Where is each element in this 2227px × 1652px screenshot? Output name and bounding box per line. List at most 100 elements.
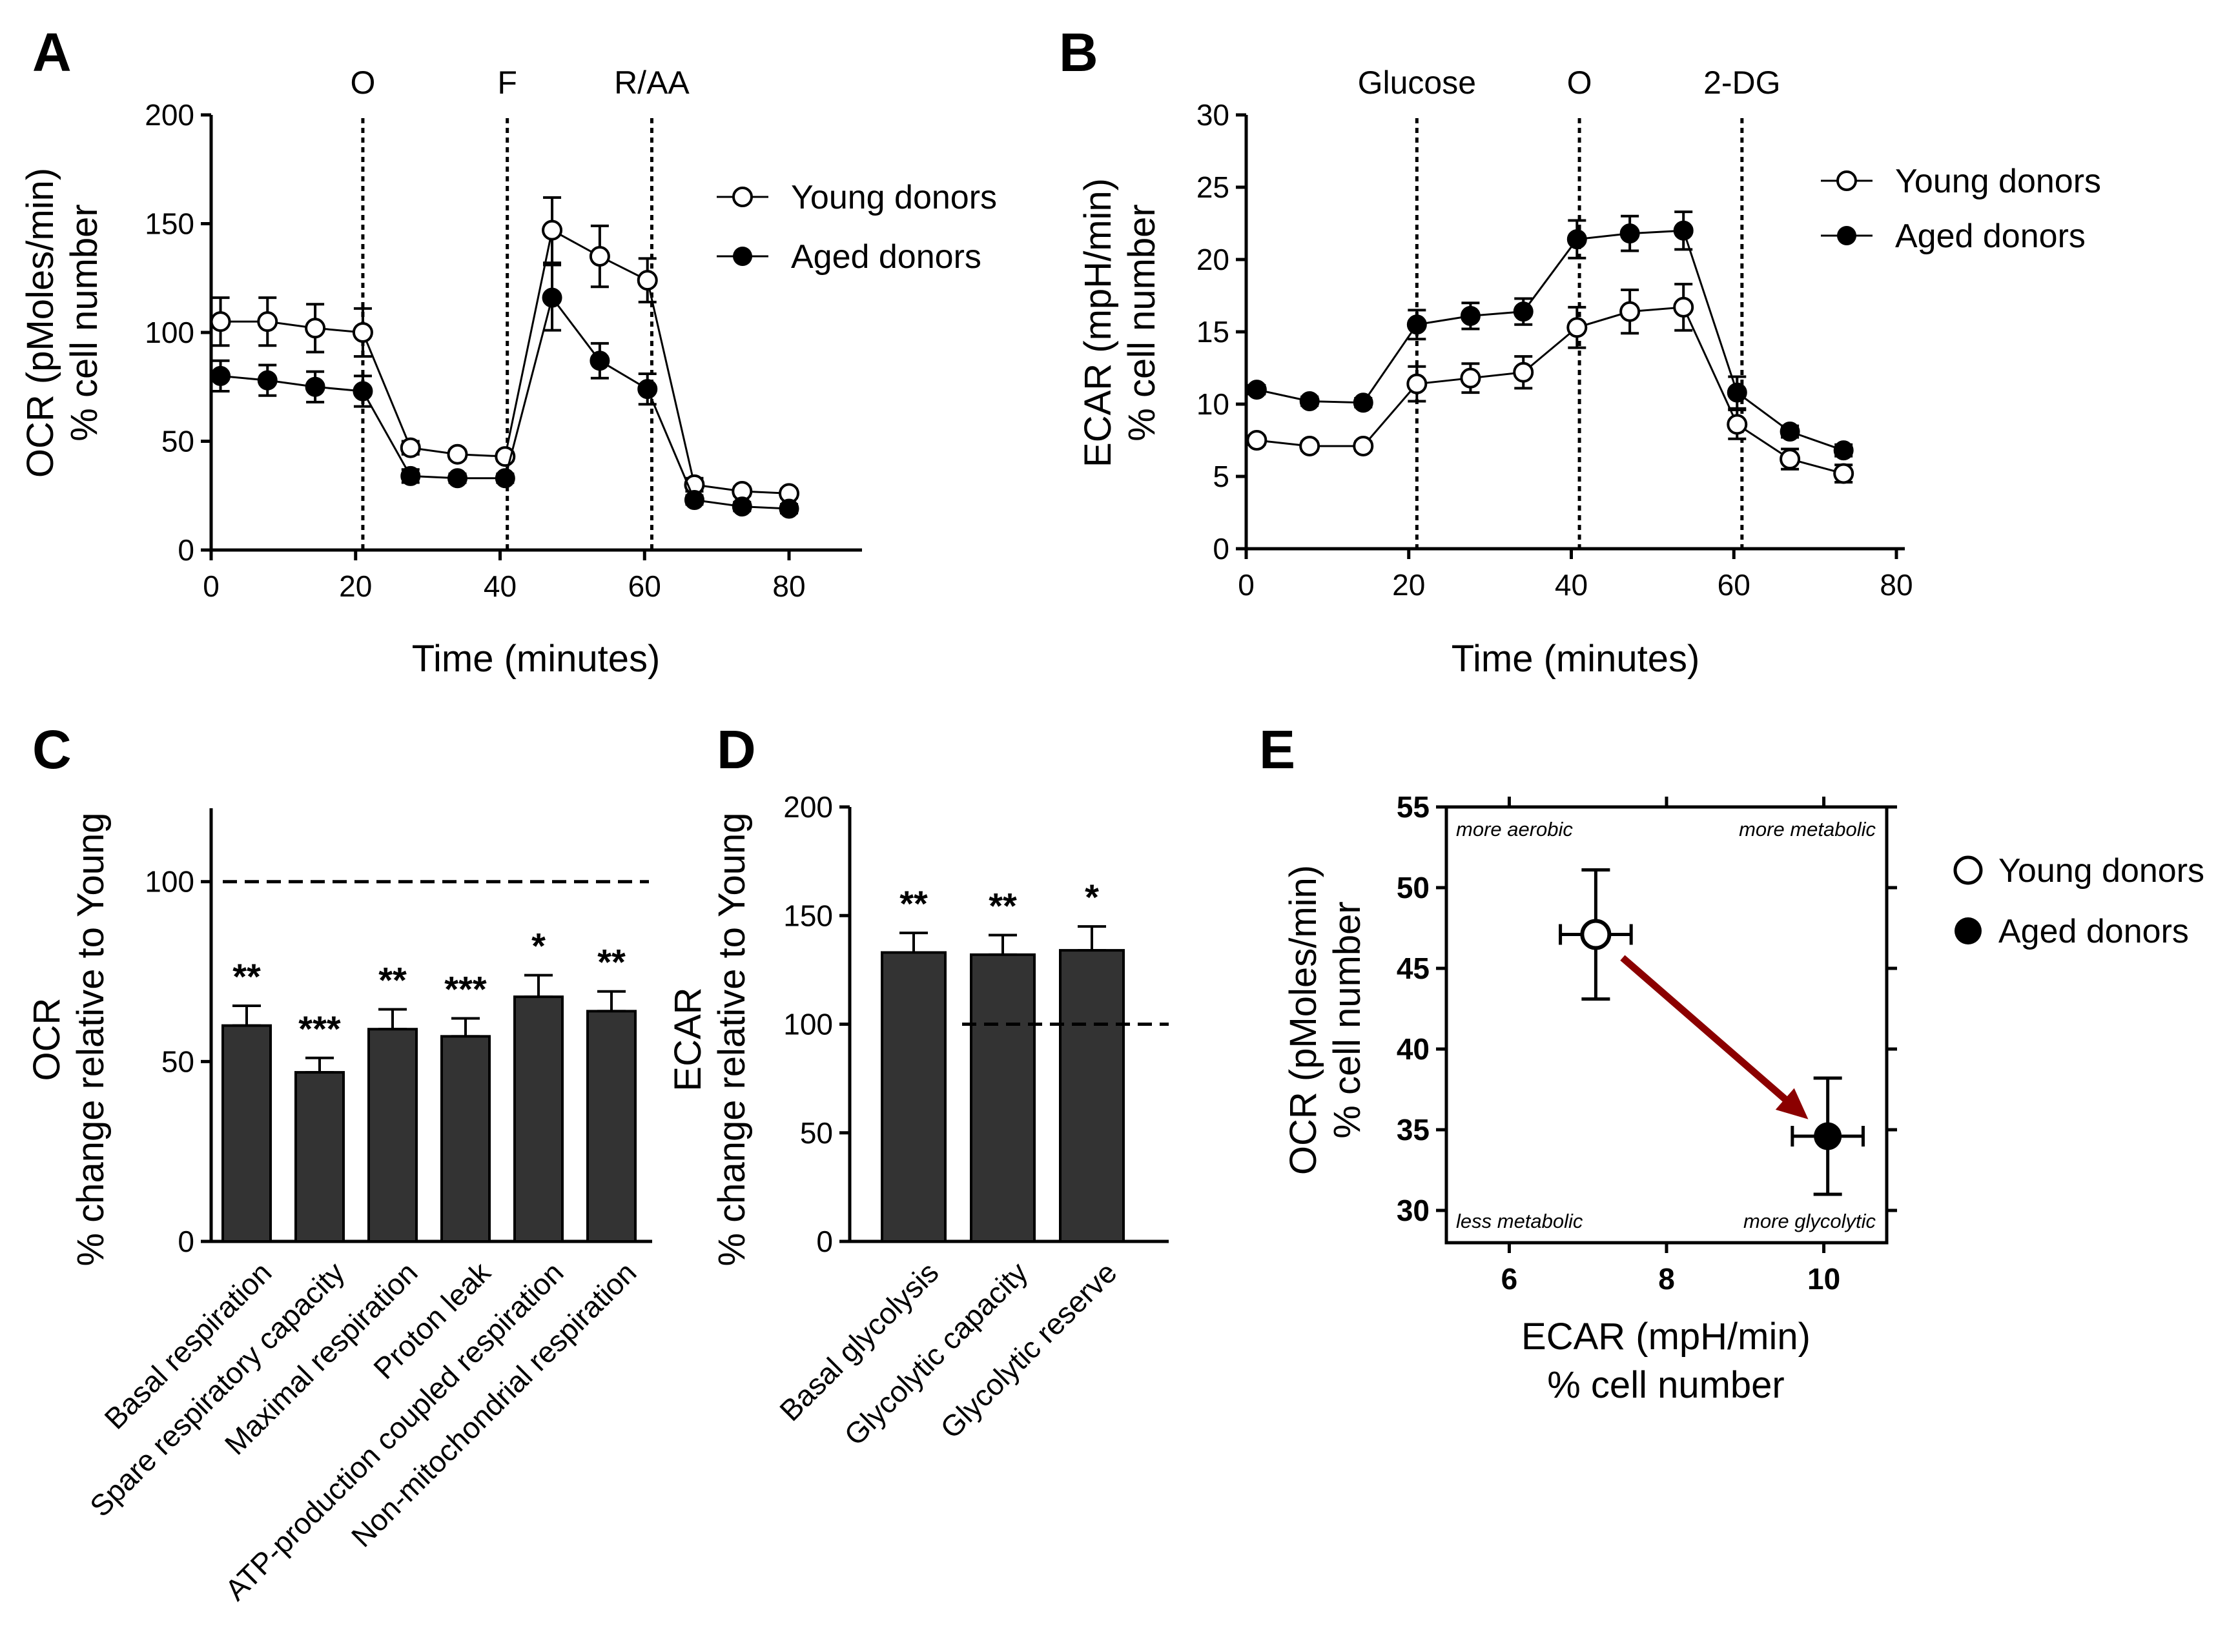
panel-c-y-tick-label: 100 (145, 865, 194, 899)
panel-a-aged-donors-point (257, 370, 278, 391)
panel-b-y-axis-label-line2: % cell number (1121, 204, 1163, 441)
panel-label-d: D (717, 719, 756, 780)
panel-b-ecar-time-course: 0 5 10 15 20 25 30 0 20 40 60 80 Glucose O 2-DG Time … (1077, 65, 2101, 680)
panel-b-young-donors-point (1673, 296, 1694, 318)
panel-b-legend: Young donors Aged donors (1821, 163, 2101, 255)
panel-d-y-tick-label: 50 (800, 1116, 833, 1150)
panel-b-y-tick-label: 15 (1196, 315, 1229, 349)
panel-b-legend-young-marker (1836, 170, 1857, 191)
panel-a-x-tick-label: 40 (484, 569, 517, 603)
panel-d-significance-glycolytic-capacity: ** (989, 886, 1017, 926)
panel-b-aged-donors-point (1513, 301, 1534, 322)
panel-b-young-donors-point (1780, 449, 1801, 470)
panel-e-quadrant-top-right: more metabolic (1739, 818, 1876, 841)
panel-d-bar-glycolytic-reserve (1059, 949, 1125, 1243)
panel-d-significance-glycolytic-reserve: * (1085, 877, 1099, 917)
panel-a-y-tick-label: 150 (145, 207, 194, 241)
panel-b-injection-label-2-dg: 2-DG (1703, 65, 1780, 101)
panel-a-legend-aged-label: Aged donors (791, 238, 981, 276)
panel-b-aged-donors-point (1406, 314, 1427, 335)
panel-a-young-donors-point (400, 437, 421, 458)
panel-b-aged-donors-line (1257, 229, 1844, 452)
panel-a-aged-donors-point (400, 465, 421, 486)
panel-a-x-axis-label: Time (minutes) (412, 638, 661, 680)
panel-e-quadrant-top-left: more aerobic (1456, 818, 1573, 841)
panel-b-aged-donors-point (1299, 391, 1320, 412)
panel-e-y-tick-label: 45 (1397, 952, 1430, 985)
panel-a-aged-donors-point (210, 365, 231, 386)
panel-a-young-donors-point (542, 219, 563, 241)
panel-d-y-tick-label: 150 (783, 899, 833, 932)
panel-c-bar-spare-respiratory-capacity (294, 1071, 345, 1243)
panel-b-young-donors-point (1833, 463, 1854, 484)
panel-d-category-label-basal-glycolysis: Basal glycolysis (773, 1256, 945, 1427)
panel-e-y-tick-label: 30 (1397, 1194, 1430, 1227)
panel-a-young-donors-point (447, 444, 468, 465)
panel-d-y-tick-label: 200 (783, 790, 833, 824)
panel-a-legend-young-marker (732, 187, 753, 207)
panel-label-b: B (1059, 22, 1098, 83)
panel-a-aged-donors-point (447, 468, 467, 489)
panel-c-bar-atp-production-coupled-respiration (513, 995, 564, 1243)
panel-c-significance-non-mitochondrial-respiration: ** (597, 942, 626, 983)
panel-a-young-donors-point (637, 270, 658, 291)
panel-a-young-donors-point (589, 246, 610, 267)
panel-b-x-tick-label: 0 (1238, 568, 1255, 602)
panel-e-plot-frame (1444, 805, 1889, 1245)
panel-c-significance-maximal-respiration: ** (378, 960, 407, 1001)
panel-d-bar-basal-glycolysis (881, 951, 947, 1243)
panel-c-bar-non-mitochondrial-respiration (586, 1010, 637, 1243)
panel-c-significance-spare-respiratory-capacity: *** (298, 1008, 341, 1049)
panel-c-y-tick-label: 0 (178, 1225, 194, 1258)
panel-a-y-tick-label: 0 (178, 533, 194, 567)
panel-a-x-tick-label: 0 (203, 569, 220, 603)
panel-e-x-axis-label-line2: % cell number (1547, 1364, 1784, 1406)
panel-label-e: E (1259, 719, 1295, 780)
panel-label-a: A (32, 22, 72, 83)
panel-b-aged-donors-point (1673, 220, 1694, 241)
panel-e-y-axis-label-line1: OCR (pMoles/min) (1282, 865, 1324, 1175)
panel-e-shift-arrow-head (1775, 1088, 1809, 1119)
panel-e-aged-donors-point (1814, 1122, 1842, 1150)
panel-a-aged-donors-point (732, 496, 752, 517)
panel-e-young-donors-point (1580, 919, 1612, 950)
panel-b-x-tick-label: 80 (1880, 568, 1913, 602)
panel-a-injection-label-o: O (350, 65, 375, 101)
panel-a-aged-donors-point (779, 498, 799, 519)
panel-b-y-tick-label: 30 (1196, 98, 1229, 132)
panel-b-x-tick-label: 20 (1392, 568, 1425, 602)
panel-e-legend-aged-label: Aged donors (1998, 913, 2189, 950)
panel-b-young-donors-point (1513, 362, 1534, 383)
panel-a-aged-donors-point (353, 381, 373, 402)
panel-a-aged-donors-point (542, 287, 562, 308)
panel-b-y-tick-label: 0 (1213, 532, 1229, 566)
panel-a-x-tick-label: 80 (772, 569, 805, 603)
panel-c-y-axis-label-line2: % change relative to Young (70, 813, 112, 1267)
panel-b-young-donors-point (1619, 301, 1641, 322)
panel-b-x-tick-label: 60 (1718, 568, 1750, 602)
panel-c-y-axis-label-line1: OCR (26, 998, 68, 1081)
panel-a-aged-donors-point (637, 379, 658, 400)
panel-e-quadrant-bottom-left: less metabolic (1456, 1210, 1583, 1232)
panel-b-young-donors-point (1460, 367, 1481, 389)
panel-c-significance-atp-production-coupled-respiration: * (531, 926, 546, 966)
panel-b-aged-donors-point (1619, 223, 1640, 244)
panel-c-significance-proton-leak: *** (444, 968, 487, 1009)
panel-b-x-axis-label: Time (minutes) (1452, 638, 1700, 680)
panel-e-legend: Young donors Aged donors (1953, 852, 2204, 950)
panel-label-c: C (32, 719, 72, 780)
panel-b-aged-donors-point (1780, 422, 1800, 442)
panel-d-significance-basal-glycolysis: ** (899, 883, 928, 924)
panel-a-young-donors-point (305, 318, 326, 339)
panel-e-legend-aged-marker (1955, 917, 1982, 944)
panel-c-bar-basal-respiration (221, 1024, 272, 1243)
panel-a-x-tick-label: 20 (339, 569, 372, 603)
panel-a-legend-aged-marker (733, 247, 752, 266)
panel-b-legend-young-label: Young donors (1895, 163, 2101, 200)
panel-b-young-donors-point (1406, 373, 1428, 394)
panel-b-young-donors-point (1727, 414, 1748, 435)
panel-e-shift-arrow-shaft (1620, 955, 1796, 1110)
panel-a-aged-donors-point (590, 351, 610, 371)
